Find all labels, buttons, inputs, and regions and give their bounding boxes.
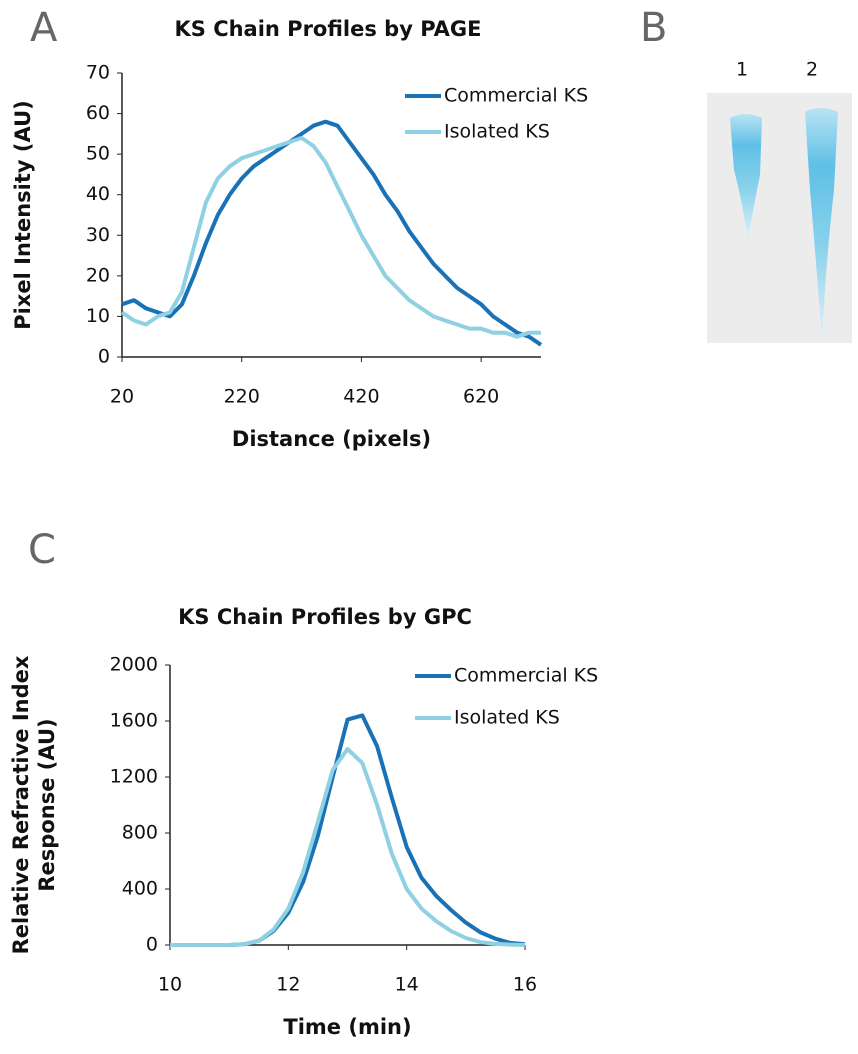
- y-axis-label: Pixel Intensity (AU): [11, 100, 35, 329]
- y-tick-label: 40: [86, 183, 110, 205]
- gel-image: [707, 93, 852, 343]
- y-tick-label: 60: [86, 102, 110, 124]
- data-line: [170, 747, 526, 947]
- x-tick-label: 12: [276, 974, 300, 996]
- y-axis-label: Response (AU): [35, 718, 59, 891]
- x-tick-label: 220: [224, 386, 260, 408]
- panel-label: B: [640, 5, 667, 51]
- x-tick-label: 16: [513, 974, 537, 996]
- y-tick-label: 20: [86, 264, 110, 286]
- y-tick-label: 400: [122, 878, 158, 900]
- gel-band: [730, 114, 762, 240]
- y-axis-label: Relative Refractive Index: [9, 655, 33, 954]
- y-tick-label: 1200: [110, 766, 158, 788]
- y-tick-label: 800: [122, 822, 158, 844]
- gel-band: [805, 108, 838, 340]
- y-tick-label: 2000: [110, 654, 158, 676]
- x-tick-label: 10: [158, 974, 182, 996]
- y-tick-label: 0: [146, 934, 158, 956]
- y-tick-label: 30: [86, 224, 110, 246]
- x-axis-label: Time (min): [283, 1015, 411, 1039]
- y-tick-label: 1600: [110, 710, 158, 732]
- y-tick-label: 0: [98, 346, 110, 368]
- legend-label: Isolated KS: [444, 121, 550, 143]
- x-tick-label: 14: [395, 974, 419, 996]
- legend-label: Isolated KS: [454, 707, 560, 729]
- lane-label: 1: [736, 59, 748, 81]
- y-tick-label: 50: [86, 143, 110, 165]
- panel-label: A: [30, 5, 58, 51]
- x-tick-label: 420: [343, 386, 379, 408]
- data-line: [120, 135, 541, 339]
- chart-title: KS Chain Profiles by PAGE: [174, 17, 481, 41]
- y-tick-label: 10: [86, 305, 110, 327]
- legend-label: Commercial KS: [454, 665, 598, 687]
- lane-label: 2: [806, 59, 818, 81]
- y-tick-label: 70: [86, 62, 110, 84]
- x-tick-label: 20: [110, 386, 134, 408]
- panel-label: C: [28, 527, 56, 573]
- legend-label: Commercial KS: [444, 85, 588, 107]
- data-line: [121, 119, 543, 347]
- chart-title: KS Chain Profiles by GPC: [178, 605, 472, 629]
- x-axis-label: Distance (pixels): [232, 427, 431, 451]
- x-tick-label: 620: [463, 386, 499, 408]
